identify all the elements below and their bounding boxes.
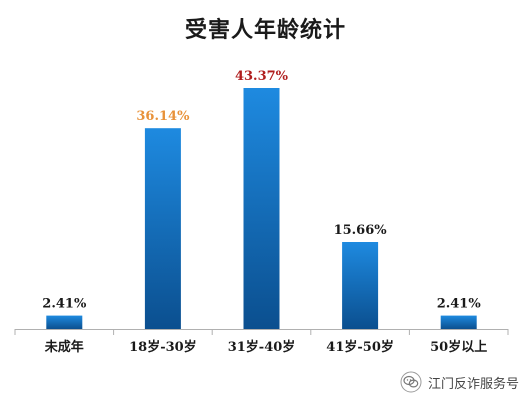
data-label-3: 15.66% [334,223,388,238]
bar-4 [440,315,477,329]
watermark: 江门反诈服务号 [400,371,519,393]
watermark-text: 江门反诈服务号 [427,376,519,392]
bar-1 [144,128,181,329]
bar-2 [243,88,280,329]
x-tick-label-1: 18岁-30岁 [129,339,197,355]
x-tick-label-2: 31岁-40岁 [228,339,296,355]
data-label-1: 36.14% [136,109,190,124]
bar-0 [46,315,83,329]
x-tick-label-0: 未成年 [44,339,84,355]
bar-3 [342,242,379,329]
wechat-icon [400,371,422,393]
data-label-4: 2.41% [437,297,482,312]
data-label-0: 2.41% [42,297,87,312]
data-label-2: 43.37% [235,69,289,84]
x-tick-label-4: 50岁以上 [430,339,487,355]
chart-title: 受害人年龄统计 [184,17,346,43]
x-tick-label-3: 41岁-50岁 [326,339,394,355]
